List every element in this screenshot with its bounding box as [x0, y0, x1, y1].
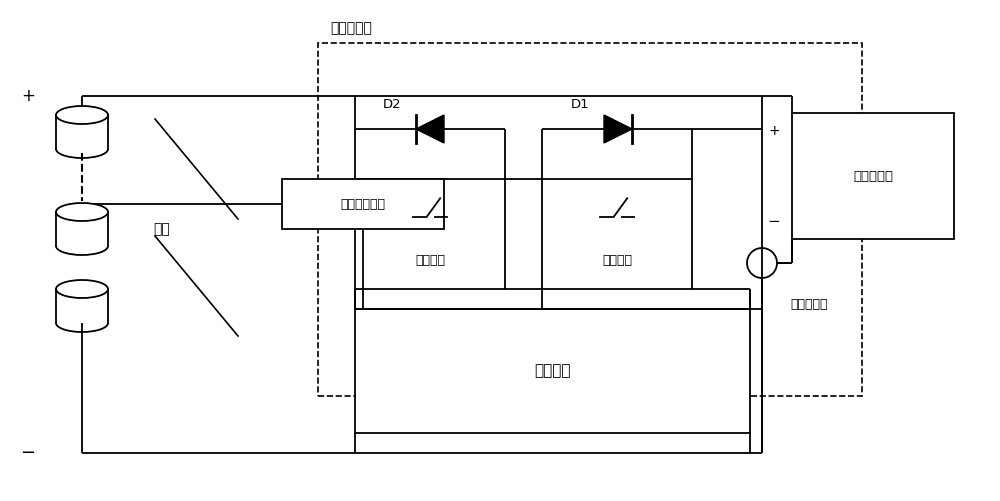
Bar [542, 179, 692, 289]
Text: 电流传感器: 电流传感器 [790, 299, 828, 312]
Text: 加速度传感器: 加速度传感器 [340, 197, 386, 210]
Text: 控制单元: 控制单元 [534, 364, 571, 378]
Ellipse shape [56, 280, 108, 298]
Text: D1: D1 [571, 99, 589, 112]
Bar [355, 309, 750, 433]
Bar [282, 179, 444, 229]
Text: 电芯: 电芯 [154, 222, 170, 236]
Ellipse shape [56, 203, 108, 221]
Text: 充电开关: 充电开关 [602, 255, 632, 268]
Bar [355, 179, 505, 289]
Text: −: − [20, 444, 36, 462]
Text: 充放电单元: 充放电单元 [330, 21, 372, 35]
Polygon shape [416, 115, 444, 143]
Text: +: + [21, 87, 35, 105]
Polygon shape [604, 115, 632, 143]
Text: +: + [768, 124, 780, 138]
Text: 充放电接口: 充放电接口 [853, 169, 893, 182]
Bar [318, 43, 862, 396]
Text: 放电开关: 放电开关 [415, 255, 445, 268]
Bar [792, 113, 954, 239]
Text: −: − [767, 213, 780, 228]
Text: D2: D2 [383, 99, 401, 112]
Ellipse shape [56, 106, 108, 124]
